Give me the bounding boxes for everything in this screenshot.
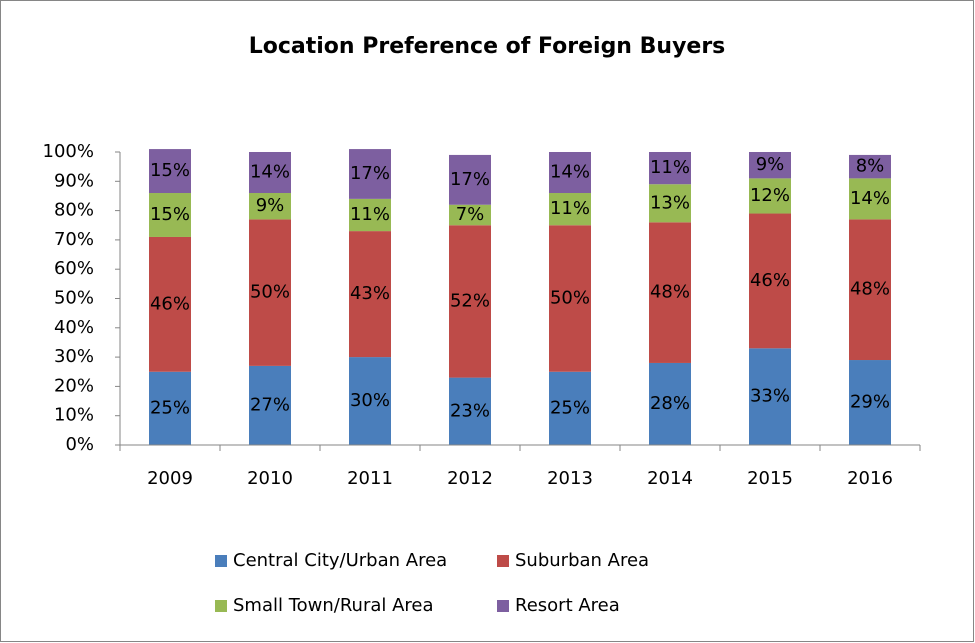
data-label: 15% xyxy=(150,160,190,181)
x-tick-label: 2015 xyxy=(747,468,793,489)
bar-segment xyxy=(849,360,891,445)
bar-segment xyxy=(549,225,591,372)
data-label: 48% xyxy=(850,279,890,300)
data-label: 50% xyxy=(250,282,290,303)
data-label: 17% xyxy=(350,163,390,184)
bar-segment xyxy=(749,178,791,214)
data-label: 25% xyxy=(550,397,590,418)
legend-swatch xyxy=(497,600,509,612)
y-tick-label: 0% xyxy=(65,434,94,455)
bar-segment xyxy=(249,152,291,194)
bar-segment xyxy=(649,184,691,223)
data-label: 11% xyxy=(650,157,690,178)
x-tick-label: 2012 xyxy=(447,468,493,489)
data-label: 14% xyxy=(550,162,590,183)
x-tick-label: 2014 xyxy=(647,468,693,489)
data-label: 8% xyxy=(856,156,885,177)
bar-segment xyxy=(749,348,791,445)
data-label: 50% xyxy=(550,288,590,309)
bar-segment xyxy=(749,213,791,349)
bar-segment xyxy=(149,149,191,194)
x-tick-label: 2010 xyxy=(247,468,293,489)
data-label: 9% xyxy=(256,195,285,216)
y-tick-label: 90% xyxy=(54,170,94,191)
data-label: 48% xyxy=(650,282,690,303)
y-tick-label: 40% xyxy=(54,317,94,338)
data-label: 27% xyxy=(250,394,290,415)
data-label: 15% xyxy=(150,204,190,225)
chart-title: Location Preference of Foreign Buyers xyxy=(249,34,726,59)
data-label: 30% xyxy=(350,390,390,411)
bar-segment xyxy=(249,193,291,220)
bar-segment xyxy=(149,236,191,372)
bar-segment xyxy=(849,219,891,361)
bar-segment xyxy=(449,377,491,445)
y-tick-label: 60% xyxy=(54,258,94,279)
data-label: 9% xyxy=(756,154,785,175)
y-tick-label: 20% xyxy=(54,375,94,396)
bar-segment xyxy=(149,371,191,445)
bar-segment xyxy=(349,198,391,232)
bar-segment xyxy=(449,154,491,205)
legend-swatch xyxy=(215,555,227,567)
bar-segment xyxy=(649,152,691,185)
data-label: 28% xyxy=(650,393,690,414)
x-tick-label: 2013 xyxy=(547,468,593,489)
y-tick-label: 80% xyxy=(54,200,94,221)
data-label: 14% xyxy=(850,188,890,209)
bar-segment xyxy=(449,225,491,378)
legend-swatch xyxy=(215,600,227,612)
data-label: 23% xyxy=(450,400,490,421)
y-tick-label: 30% xyxy=(54,346,94,367)
bar-segment xyxy=(449,204,491,226)
bar-segment xyxy=(549,371,591,445)
bar-segment xyxy=(849,154,891,179)
x-tick-label: 2009 xyxy=(147,468,193,489)
bar-segment xyxy=(749,152,791,179)
data-label: 46% xyxy=(150,293,190,314)
legend-swatch xyxy=(497,555,509,567)
legend-label: Suburban Area xyxy=(515,550,649,571)
bar-segment xyxy=(349,149,391,199)
bar-segment xyxy=(649,362,691,445)
bar-segment xyxy=(649,222,691,363)
y-tick-label: 10% xyxy=(54,405,94,426)
data-label: 11% xyxy=(550,198,590,219)
data-label: 11% xyxy=(350,204,390,225)
data-label: 29% xyxy=(850,392,890,413)
x-tick-label: 2016 xyxy=(847,468,893,489)
data-label: 7% xyxy=(456,204,485,225)
y-tick-label: 100% xyxy=(43,141,94,162)
bar-segment xyxy=(349,357,391,445)
y-tick-label: 70% xyxy=(54,229,94,250)
data-label: 43% xyxy=(350,283,390,304)
bar-segment xyxy=(249,365,291,445)
data-label: 17% xyxy=(450,169,490,190)
data-label: 52% xyxy=(450,290,490,311)
data-label: 46% xyxy=(750,270,790,291)
bar-segment xyxy=(349,231,391,358)
legend-label: Resort Area xyxy=(515,595,620,616)
data-label: 13% xyxy=(650,192,690,213)
data-label: 33% xyxy=(750,386,790,407)
data-label: 14% xyxy=(250,162,290,183)
bar-segment xyxy=(549,193,591,226)
x-tick-label: 2011 xyxy=(347,468,393,489)
bar-segment xyxy=(849,178,891,220)
legend-label: Central City/Urban Area xyxy=(233,550,447,571)
bar-segment xyxy=(149,193,191,237)
legend-label: Small Town/Rural Area xyxy=(233,595,434,616)
data-label: 12% xyxy=(750,185,790,206)
bar-segment xyxy=(549,152,591,194)
bar-segment xyxy=(249,219,291,366)
y-tick-label: 50% xyxy=(54,288,94,309)
data-label: 25% xyxy=(150,397,190,418)
